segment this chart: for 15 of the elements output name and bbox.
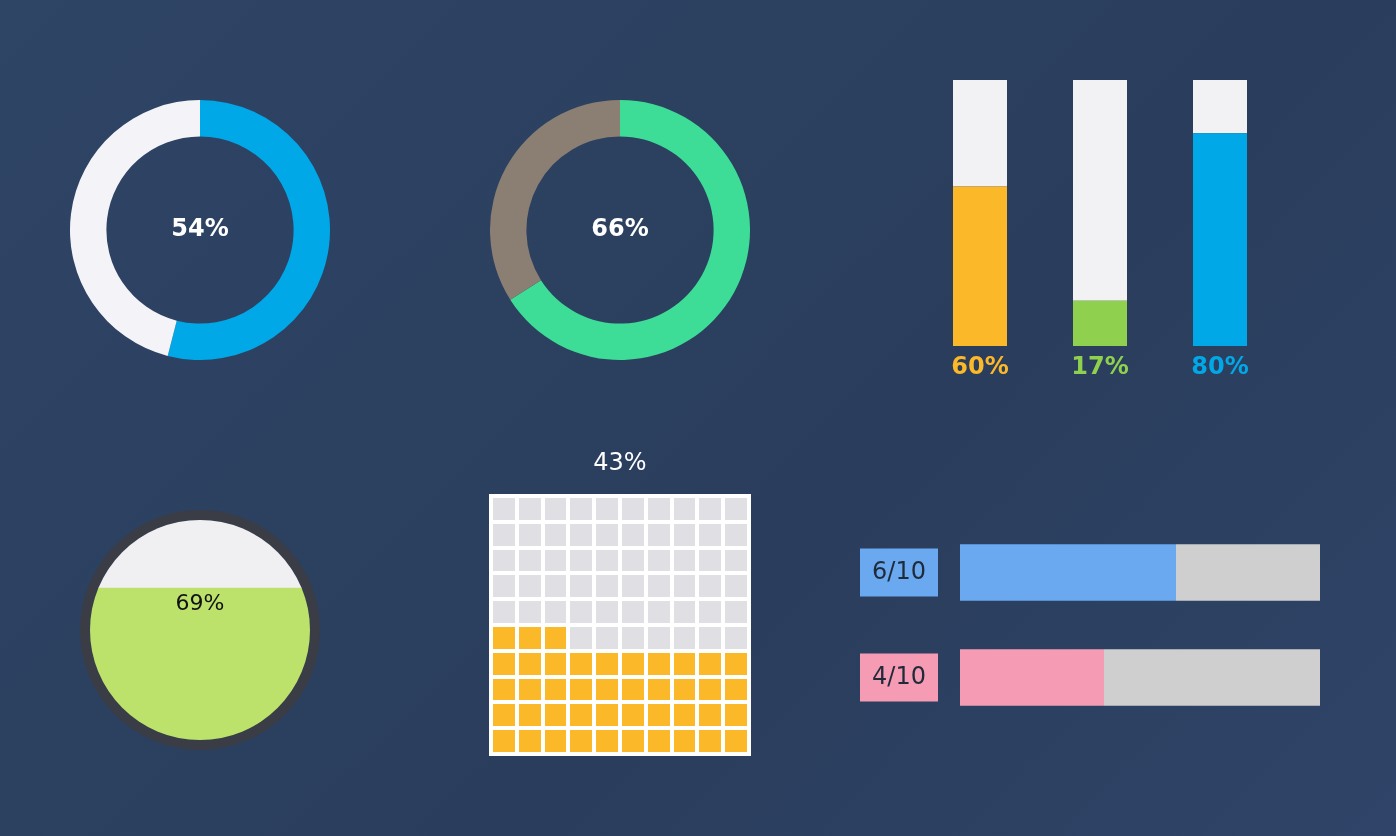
bar [1073, 80, 1127, 301]
bar [953, 186, 1007, 346]
bar [1193, 133, 1247, 346]
data-label: 69% [175, 589, 225, 615]
data-label: 80% [1191, 352, 1249, 381]
text: 66% [591, 214, 649, 243]
text: 54% [171, 214, 229, 243]
bar [953, 80, 1007, 187]
data-label: 6/10 [872, 556, 926, 585]
bar [1193, 80, 1247, 134]
data-label: 4/10 [872, 661, 926, 690]
bar [1073, 300, 1127, 346]
data-label: 60% [951, 352, 1009, 381]
data-label: 17% [1071, 352, 1129, 381]
data-label: 43% [593, 448, 647, 477]
